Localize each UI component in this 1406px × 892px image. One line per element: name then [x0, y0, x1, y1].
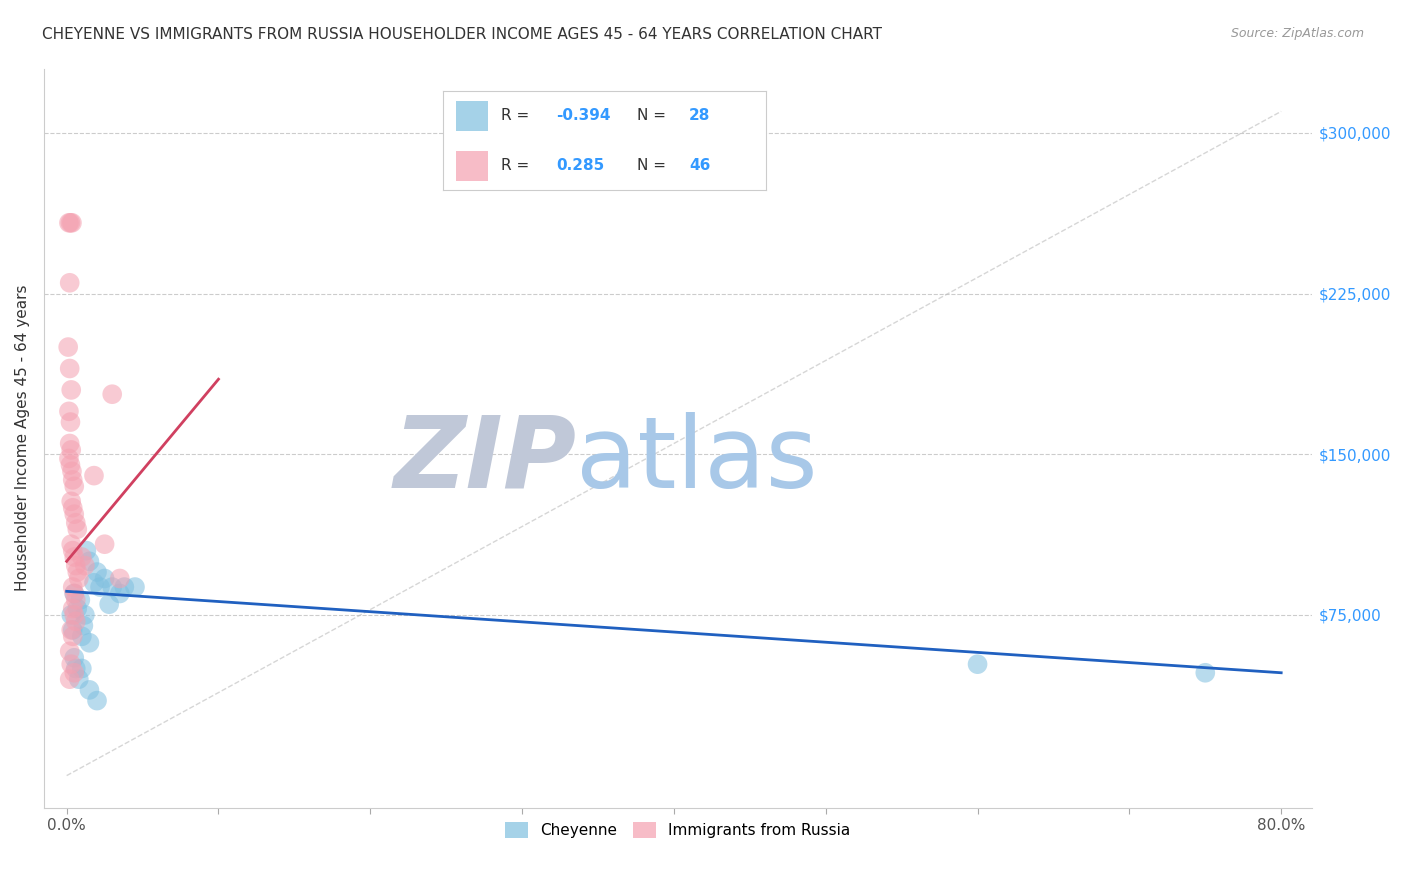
Text: CHEYENNE VS IMMIGRANTS FROM RUSSIA HOUSEHOLDER INCOME AGES 45 - 64 YEARS CORRELA: CHEYENNE VS IMMIGRANTS FROM RUSSIA HOUSE…: [42, 27, 882, 42]
Point: [65, 558, 87, 573]
Point: [62, 473, 84, 487]
Point: [62, 629, 84, 643]
Point: [70, 549, 93, 564]
Point: [60, 216, 83, 230]
Point: [60, 464, 83, 478]
Point: [58, 404, 80, 418]
Point: [59, 276, 82, 290]
Text: atlas: atlas: [576, 412, 818, 508]
Point: [66, 522, 89, 536]
Point: [59, 672, 82, 686]
Point: [79, 636, 101, 650]
Point: [59, 458, 82, 472]
Point: [62, 580, 84, 594]
Point: [60, 657, 83, 672]
Point: [83, 468, 105, 483]
Point: [60, 442, 83, 457]
Point: [66, 601, 89, 615]
Point: [72, 618, 94, 632]
Point: [65, 615, 87, 629]
Point: [108, 586, 131, 600]
Point: [73, 607, 96, 622]
Point: [60, 537, 83, 551]
Point: [66, 565, 89, 579]
Point: [63, 650, 86, 665]
Point: [73, 558, 96, 573]
Point: [59, 644, 82, 658]
Point: [69, 593, 91, 607]
Point: [67, 672, 90, 686]
Point: [60, 623, 83, 637]
Point: [112, 580, 135, 594]
Point: [63, 586, 86, 600]
Point: [79, 554, 101, 568]
Point: [60, 383, 83, 397]
Point: [70, 629, 93, 643]
Point: [65, 661, 87, 675]
Point: [65, 593, 87, 607]
Text: ZIP: ZIP: [394, 412, 576, 508]
Point: [98, 597, 121, 611]
Point: [93, 537, 115, 551]
Point: [67, 572, 90, 586]
Point: [59, 216, 82, 230]
Point: [124, 580, 146, 594]
Point: [62, 543, 84, 558]
Point: [79, 682, 101, 697]
Point: [63, 479, 86, 493]
Point: [59, 436, 82, 450]
Text: Source: ZipAtlas.com: Source: ZipAtlas.com: [1230, 27, 1364, 40]
Point: [75, 543, 97, 558]
Point: [56, 340, 79, 354]
Point: [58, 216, 80, 230]
Point: [60, 607, 83, 622]
Point: [60, 494, 83, 508]
Point: [108, 572, 131, 586]
Point: [93, 572, 115, 586]
Point: [70, 661, 93, 675]
Point: [65, 516, 87, 530]
Point: [101, 580, 124, 594]
Legend: Cheyenne, Immigrants from Russia: Cheyenne, Immigrants from Russia: [499, 816, 856, 845]
Point: [63, 507, 86, 521]
Point: [59, 415, 82, 429]
Point: [63, 586, 86, 600]
Point: [59, 361, 82, 376]
Point: [966, 657, 988, 672]
Point: [62, 601, 84, 615]
Point: [89, 580, 111, 594]
Point: [63, 607, 86, 622]
Point: [62, 500, 84, 515]
Point: [58, 451, 80, 466]
Point: [83, 575, 105, 590]
Point: [63, 549, 86, 564]
Point: [101, 387, 124, 401]
Point: [86, 693, 108, 707]
Point: [86, 565, 108, 579]
Point: [1194, 665, 1216, 680]
Y-axis label: Householder Income Ages 45 - 64 years: Householder Income Ages 45 - 64 years: [15, 285, 30, 591]
Point: [62, 623, 84, 637]
Point: [63, 665, 86, 680]
